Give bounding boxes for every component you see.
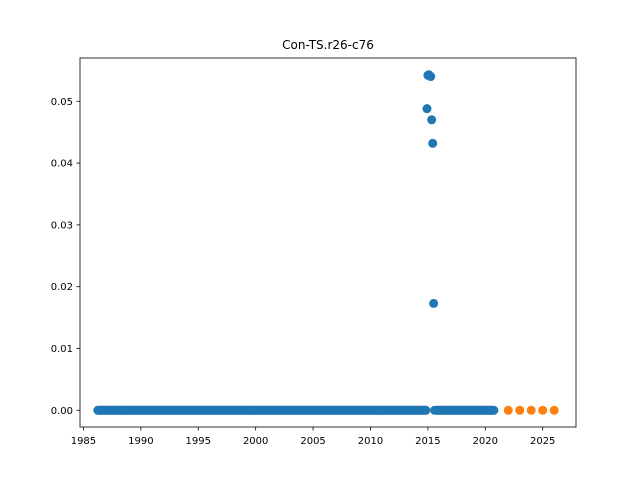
x-tick-label: 1985: [71, 436, 96, 447]
x-tick-label: 2020: [473, 436, 498, 447]
data-point-blue: [428, 138, 438, 148]
data-point-blue: [429, 298, 439, 308]
x-tick-label: 2010: [358, 436, 383, 447]
y-tick-label: 0.05: [51, 97, 73, 108]
y-tick-label: 0.03: [51, 220, 73, 231]
data-point-blue: [430, 405, 440, 415]
data-point-blue: [426, 72, 436, 82]
x-tick-label: 2015: [415, 436, 440, 447]
plot-frame: [79, 57, 577, 428]
y-tick-label: 0.00: [51, 406, 73, 417]
x-axis: 1985 1990 1995 2000 2005 2010 2015 2020 2025: [71, 427, 555, 447]
data-point-orange: [515, 405, 525, 415]
data-points: [93, 70, 559, 415]
x-tick-label: 1995: [186, 436, 211, 447]
chart-title: Con-TS.r26-c76: [282, 38, 374, 52]
x-tick-label: 1990: [128, 436, 153, 447]
y-axis: 0.00 0.01 0.02 0.03 0.04 0.05: [51, 97, 80, 417]
data-point-blue: [421, 405, 431, 415]
y-tick-label: 0.02: [51, 282, 73, 293]
data-point-blue: [427, 115, 437, 125]
data-point-blue: [422, 104, 432, 114]
y-tick-label: 0.01: [51, 344, 73, 355]
data-point-orange: [549, 405, 559, 415]
data-point-orange: [538, 405, 548, 415]
y-tick-label: 0.04: [51, 159, 73, 170]
data-point-orange: [526, 405, 536, 415]
x-tick-label: 2025: [530, 436, 555, 447]
data-point-blue: [489, 405, 499, 415]
x-tick-label: 2000: [243, 436, 268, 447]
x-tick-label: 2005: [300, 436, 325, 447]
data-point-orange: [503, 405, 513, 415]
